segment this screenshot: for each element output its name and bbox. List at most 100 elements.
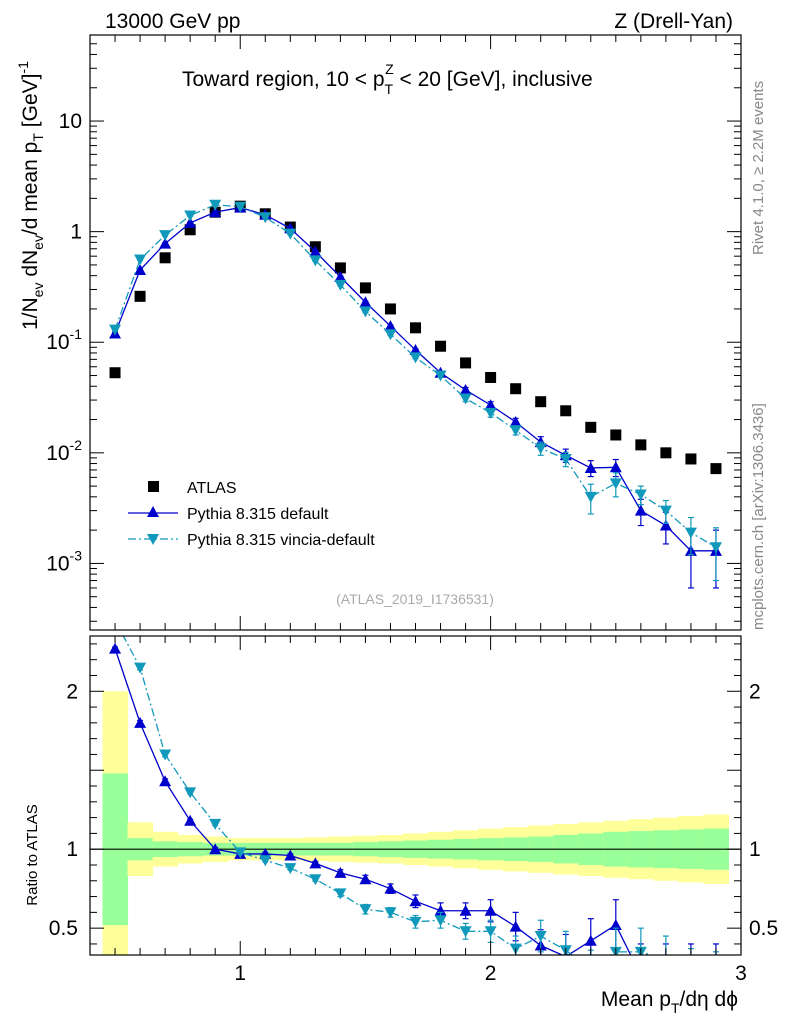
mcplots-label: mcplots.cern.ch [arXiv:1306.3436] (750, 403, 767, 630)
default-ratio-point (484, 904, 497, 916)
vincia-data-point (659, 505, 672, 517)
vincia-data-point (384, 329, 397, 341)
vincia-data-point (584, 491, 597, 503)
atlas-data-point (485, 371, 497, 383)
ratio-y-tick-labels: 0.5 0.5 1 1 2 2 (49, 680, 778, 940)
vincia-data-point (284, 228, 297, 240)
ratio-y-axis-label: Ratio to ATLAS (24, 804, 41, 905)
vincia-ratio-point (710, 971, 722, 982)
vincia-ratio-point (685, 967, 697, 978)
atlas-data-point (635, 439, 647, 451)
vincia-ratio-point (484, 926, 497, 938)
ratio-plot-content (90, 636, 741, 982)
vincia-ratio-point (334, 888, 347, 900)
default-data-point (334, 270, 347, 282)
default-ratio-point (660, 970, 672, 981)
vincia-data-point (559, 453, 572, 465)
atlas-data-point (134, 290, 146, 302)
default-ratio-point (359, 873, 372, 885)
default-ratio-point (509, 920, 522, 932)
vincia-ratio-point (534, 931, 547, 943)
vincia-ratio-point (184, 787, 197, 799)
vincia-ratio-point (259, 855, 272, 867)
default-ratio-point (134, 716, 147, 728)
default-data-point (509, 415, 522, 427)
legend-atlas-label: ATLAS (187, 480, 237, 497)
atlas-data-point (510, 383, 522, 395)
vincia-data-point (359, 306, 372, 318)
default-data-point (384, 320, 397, 332)
plot-title: Toward region, 10 < pTZ < 20 [GeV], incl… (182, 61, 593, 97)
vincia-data-point (209, 199, 222, 211)
default-ratio-point (109, 642, 122, 654)
xlabel-part-b: /dη dϕ (680, 988, 738, 1011)
atlas-data-point (410, 322, 421, 334)
vincia-data-point (609, 478, 622, 490)
tick-base: 10 (46, 552, 69, 575)
default-data-point (609, 461, 622, 473)
legend-vincia-label: Pythia 8.315 vincia-default (187, 532, 375, 549)
vincia-data-point (509, 425, 522, 437)
default-ratio-point (635, 970, 647, 981)
xlabel-part-a: Mean p (601, 988, 671, 1011)
main-y-tick-label: 10-3 (46, 547, 82, 575)
main-plot-content (109, 199, 722, 589)
atlas-data-point (560, 405, 572, 417)
main-axis-ticks (89, 34, 742, 630)
vincia-ratio-point (309, 874, 322, 886)
atlas-data-point (159, 252, 171, 264)
atlas-data-point (109, 367, 121, 379)
atlas-data-point (384, 303, 396, 315)
ylabel-part-a: 1/N (19, 297, 42, 330)
atlas-data-point (535, 396, 547, 408)
title-part-1: Toward region, 10 < p (182, 68, 385, 91)
main-y-tick-label: 10 (59, 110, 82, 133)
legend-vincia-marker (147, 534, 159, 545)
default-ratio-point (159, 775, 172, 787)
default-data-point (634, 504, 647, 516)
vincia-ratio-point (234, 847, 247, 859)
main-y-tick-label: 10-2 (46, 437, 82, 465)
main-y-tick-labels: 10-3 10-2 10-1 1 10 (46, 110, 82, 575)
ratio-panel: 0.5 0.5 1 1 2 2 1 2 3 Ratio to ATLAS Mean pT/dη… (24, 635, 778, 1016)
default-data-point (659, 519, 672, 531)
default-data-point (209, 206, 222, 218)
default-ratio-point (334, 866, 347, 878)
vincia-ratio-point (659, 954, 672, 955)
ratio-y-tick-label: 2 (66, 680, 78, 703)
atlas-data-point (435, 340, 447, 352)
default-data-point (134, 263, 147, 275)
atlas-data-point (460, 357, 472, 369)
atlas-data-point (334, 262, 346, 274)
x-axis-label: Mean pT/dη dϕ (601, 988, 738, 1016)
vincia-data-point (309, 255, 322, 267)
title-subscript: T (385, 81, 394, 97)
legend-atlas-marker (148, 481, 159, 492)
xlabel-subscript: T (671, 1000, 680, 1016)
default-data-point (459, 383, 472, 395)
legend-default-marker (147, 506, 159, 517)
ratio-y-tick-label: 1 (66, 838, 78, 861)
ylabel-sup-d: -1 (15, 61, 31, 74)
main-y-tick-label: 1 (70, 221, 82, 244)
vincia-data-point (184, 210, 197, 222)
atlas-data-point (359, 282, 371, 294)
vincia-data-point (334, 279, 347, 291)
ratio-y-tick-label-right: 0.5 (749, 917, 778, 940)
default-ratio-point (209, 843, 222, 855)
analysis-label: (ATLAS_2019_I1736531) (336, 591, 494, 607)
vincia-ratio-point (359, 904, 372, 916)
main-y-tick-label: 10-1 (46, 326, 82, 354)
default-ratio-point (434, 904, 447, 916)
atlas-data-point (610, 429, 622, 441)
default-ratio-point (584, 934, 597, 946)
main-y-axis-label: 1/Nev dNev/d mean pT [GeV]-1 (15, 61, 46, 330)
default-data-point (484, 399, 497, 411)
ratio-y-tick-label-right: 2 (749, 680, 761, 703)
vincia-data-point (409, 352, 422, 364)
default-series-line (114, 206, 716, 552)
vincia-ratio-point (409, 916, 422, 928)
vincia-data-point (459, 393, 472, 405)
